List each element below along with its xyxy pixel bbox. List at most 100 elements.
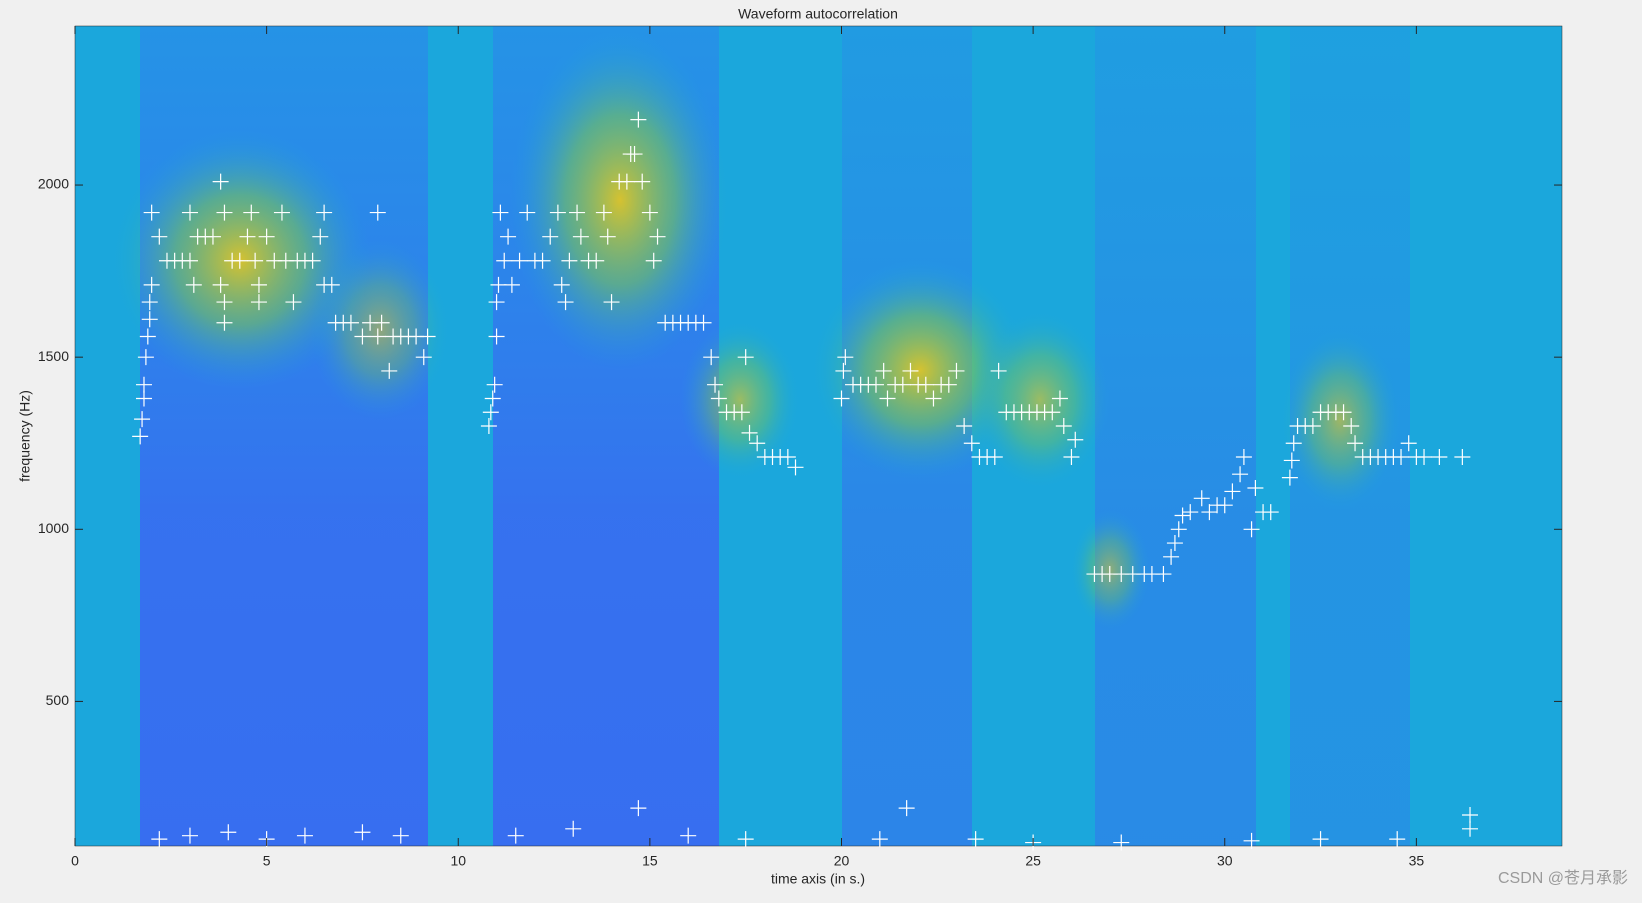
marker xyxy=(507,827,524,844)
marker xyxy=(392,827,409,844)
marker xyxy=(787,459,804,476)
heatmap-glow xyxy=(1280,330,1400,510)
marker xyxy=(1113,834,1130,851)
marker xyxy=(549,204,566,221)
marker xyxy=(879,390,896,407)
marker xyxy=(1166,535,1183,552)
marker xyxy=(181,252,198,269)
marker xyxy=(185,276,202,293)
y-tick-label: 1000 xyxy=(38,520,69,536)
marker xyxy=(1393,448,1410,465)
marker xyxy=(143,276,160,293)
y-axis-label: frequency (Hz) xyxy=(17,390,33,482)
marker xyxy=(1312,831,1329,848)
marker xyxy=(871,831,888,848)
marker xyxy=(304,252,321,269)
marker xyxy=(1281,469,1298,486)
marker xyxy=(837,349,854,366)
marker xyxy=(488,294,505,311)
marker xyxy=(741,424,758,441)
marker xyxy=(500,228,517,245)
marker xyxy=(132,428,149,445)
marker xyxy=(948,362,965,379)
marker xyxy=(630,800,647,817)
heatmap-glow xyxy=(510,30,730,370)
marker xyxy=(737,349,754,366)
marker xyxy=(212,276,229,293)
marker xyxy=(599,228,616,245)
marker xyxy=(695,314,712,331)
plot-frame xyxy=(74,25,1563,847)
marker xyxy=(703,349,720,366)
heatmap-glow xyxy=(680,320,800,480)
marker xyxy=(940,376,957,393)
marker xyxy=(1170,521,1187,538)
marker xyxy=(216,314,233,331)
marker xyxy=(967,831,984,848)
marker xyxy=(565,820,582,837)
marker xyxy=(1051,390,1068,407)
marker xyxy=(1283,452,1300,469)
marker xyxy=(917,376,934,393)
marker xyxy=(1400,435,1417,452)
marker xyxy=(181,204,198,221)
marker xyxy=(354,328,371,345)
marker xyxy=(503,276,520,293)
marker xyxy=(595,204,612,221)
marks xyxy=(132,111,1479,851)
marker xyxy=(511,252,528,269)
marker xyxy=(496,252,513,269)
marker xyxy=(1247,479,1264,496)
marker xyxy=(1243,832,1260,849)
marker xyxy=(490,276,507,293)
marker xyxy=(641,204,658,221)
heatmap-region xyxy=(1095,26,1256,846)
marker xyxy=(220,824,237,841)
marker xyxy=(894,376,911,393)
marker xyxy=(323,276,340,293)
marker xyxy=(1262,504,1279,521)
marker xyxy=(645,252,662,269)
marker xyxy=(285,294,302,311)
marker xyxy=(737,831,754,848)
marker xyxy=(312,228,329,245)
marker xyxy=(369,328,386,345)
marker xyxy=(626,146,643,163)
marker xyxy=(135,390,152,407)
marker xyxy=(1044,404,1061,421)
heatmap-glow xyxy=(970,310,1110,490)
marker xyxy=(925,390,942,407)
marker xyxy=(534,252,551,269)
marker xyxy=(618,173,635,190)
marker xyxy=(273,204,290,221)
heatmap-glow xyxy=(310,240,450,420)
x-tick-label: 20 xyxy=(834,853,850,869)
marker xyxy=(649,228,666,245)
marker xyxy=(1216,497,1233,514)
marker xyxy=(212,173,229,190)
marker xyxy=(151,228,168,245)
marker xyxy=(779,448,796,465)
marker xyxy=(1201,504,1218,521)
marker xyxy=(519,204,536,221)
x-tick-label: 35 xyxy=(1409,853,1425,869)
y-tick-label: 500 xyxy=(46,692,70,708)
chart-title: Waveform autocorrelation xyxy=(738,6,898,22)
marker xyxy=(569,204,586,221)
marker xyxy=(1343,418,1360,435)
marker xyxy=(139,328,156,345)
marker xyxy=(1431,448,1448,465)
marker xyxy=(557,294,574,311)
marker xyxy=(1462,807,1479,824)
y-tick-label: 2000 xyxy=(38,176,69,192)
marker xyxy=(835,362,852,379)
marker xyxy=(373,314,390,331)
marker xyxy=(482,404,499,421)
marker xyxy=(1416,448,1433,465)
marker xyxy=(181,827,198,844)
marker xyxy=(875,362,892,379)
marker xyxy=(369,204,386,221)
y-tick-label: 1500 xyxy=(38,348,69,364)
marker xyxy=(707,376,724,393)
